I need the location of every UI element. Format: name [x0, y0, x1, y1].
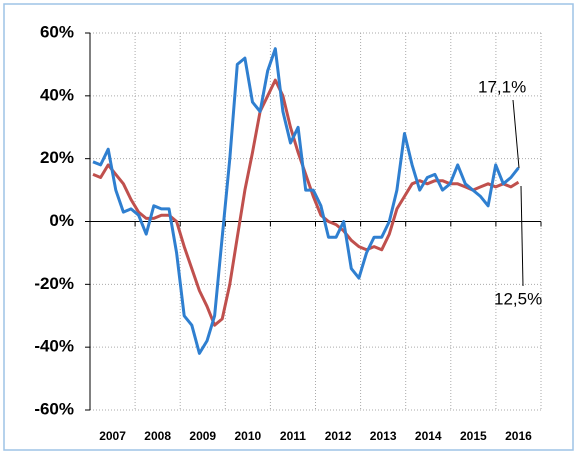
- y-tick-label: -40%: [34, 337, 74, 356]
- y-tick-label: 0%: [49, 211, 74, 230]
- series-line: [92, 78, 520, 327]
- x-tick-label: 2008: [144, 429, 171, 443]
- annotation: 17,1%: [478, 77, 526, 96]
- y-tick-label: 60%: [40, 22, 74, 41]
- y-tick-label: 20%: [40, 148, 74, 167]
- x-tick-label: 2012: [325, 429, 352, 443]
- x-tick-label: 2009: [189, 429, 216, 443]
- x-tick-label: 2007: [99, 429, 126, 443]
- y-tick-label: -60%: [34, 399, 74, 418]
- annotation: 12,5%: [494, 289, 542, 308]
- x-tick-label: 2014: [415, 429, 442, 443]
- series-line: [92, 47, 520, 355]
- x-tick-label: 2015: [460, 429, 487, 443]
- chart-frame: [3, 3, 574, 451]
- x-tick-label: 2013: [370, 429, 397, 443]
- x-tick-label: 2016: [505, 429, 532, 443]
- x-tick-label: 2010: [234, 429, 261, 443]
- y-tick-label: 40%: [40, 85, 74, 104]
- leader-line: [520, 185, 524, 287]
- y-tick-label: -20%: [34, 274, 74, 293]
- leader-line: [512, 99, 520, 169]
- x-tick-label: 2011: [280, 429, 306, 443]
